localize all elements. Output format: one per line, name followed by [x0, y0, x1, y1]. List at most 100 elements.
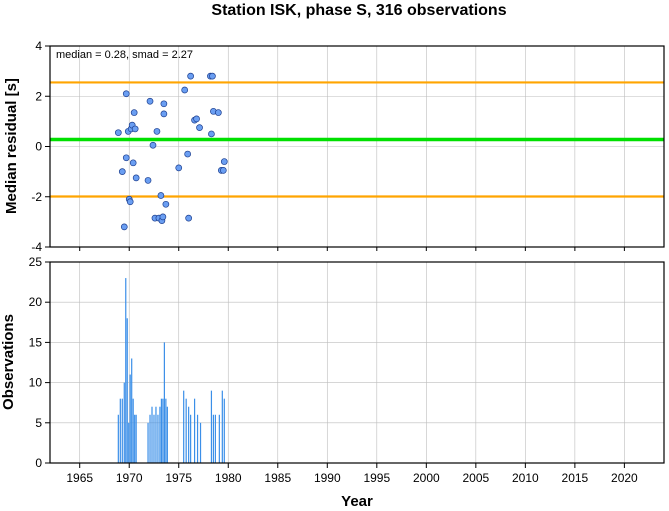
x-tick-label: 1985 [264, 471, 291, 485]
residual-point [208, 130, 215, 138]
residual-point [129, 159, 137, 167]
observations-y-axis-label: Observations [0, 314, 17, 410]
observation-bar [185, 398, 187, 463]
residual-point [181, 86, 189, 94]
residual-point [132, 174, 140, 182]
observation-bar [218, 414, 220, 463]
chart-title: Station ISK, phase S, 316 observations [211, 2, 506, 19]
observation-bar [212, 414, 215, 463]
x-tick-label: 1965 [66, 471, 93, 485]
observation-bar [165, 398, 167, 463]
residual-point [149, 141, 157, 149]
observation-bar [159, 406, 161, 463]
observation-bar [190, 414, 192, 463]
year-x-axis-label: Year [341, 493, 373, 510]
residual-point [175, 164, 183, 172]
x-tick-label: 1990 [314, 471, 341, 485]
year-x-ticks: 1965 1970 1975 1980 1985 1990 1995 2000 2005 2010… [66, 463, 638, 485]
observation-bar [162, 398, 164, 463]
x-tick-label: 2010 [512, 471, 539, 485]
observation-bar [153, 414, 155, 463]
observation-bar [210, 390, 213, 463]
residual-point [160, 110, 168, 118]
y-tick-label: 4 [35, 39, 42, 53]
observation-bar [223, 398, 225, 463]
y-tick-label: 2 [35, 89, 42, 103]
median-smad-annotation: median = 0.28, smad = 2.27 [56, 49, 193, 61]
observation-bar [163, 342, 165, 463]
residual-point [126, 198, 134, 206]
observation-bar [160, 398, 163, 463]
residual-point [118, 168, 126, 175]
residual-point [144, 177, 152, 184]
residual-point [131, 125, 139, 133]
residual-point [122, 90, 130, 98]
residual-points [114, 72, 228, 231]
residual-point [196, 124, 203, 132]
observation-bar [166, 406, 168, 463]
x-tick-label: 2005 [462, 471, 489, 485]
y-tick-label: -2 [31, 190, 42, 204]
observations-y-ticks: 0 5 10 15 20 25 [29, 255, 50, 470]
residual-y-axis-label: Median residual [s] [3, 78, 20, 214]
observation-bar [117, 414, 119, 463]
observation-bar [147, 422, 149, 463]
residual-y-ticks: -4 -2 0 2 4 [31, 39, 625, 254]
observation-bar [193, 398, 196, 463]
residual-point [159, 213, 167, 221]
x-tick-label: 1995 [363, 471, 390, 485]
observations-grid [50, 261, 664, 464]
residual-point [122, 154, 130, 162]
observation-bar [123, 382, 125, 463]
residual-point [130, 109, 138, 116]
observation-bar [155, 406, 157, 463]
observation-bar [132, 398, 134, 463]
observation-bar [128, 422, 130, 463]
residual-point [146, 97, 154, 105]
observation-bar [121, 398, 123, 463]
y-tick-label: 0 [35, 140, 42, 154]
observation-bar [221, 390, 223, 463]
residual-point [160, 100, 168, 108]
residual-point [187, 72, 194, 80]
observation-bar [119, 398, 121, 463]
residual-panel: -4 -2 0 2 4 median = 0.28, smad = 2.27 Media… [3, 39, 665, 254]
observation-bar [125, 278, 127, 463]
observation-bar [157, 414, 159, 463]
x-tick-label: 1970 [116, 471, 143, 485]
residual-point [153, 128, 161, 135]
y-tick-label: 20 [29, 295, 43, 309]
y-tick-label: -4 [31, 240, 42, 254]
observation-bar [151, 406, 153, 463]
x-tick-label: 2000 [413, 471, 440, 485]
observations-plot-frame [49, 261, 665, 464]
x-tick-label: 2020 [611, 471, 638, 485]
residual-point [215, 109, 222, 116]
y-tick-label: 5 [35, 416, 42, 430]
residual-point [193, 115, 200, 123]
observation-bar [149, 414, 151, 463]
observation-bar [214, 414, 216, 463]
observation-bar [135, 414, 137, 463]
observation-bar [196, 414, 199, 463]
residual-point [185, 214, 192, 222]
residual-point [219, 167, 227, 174]
observation-bar [188, 406, 190, 463]
residual-point [162, 200, 170, 208]
observation-bar [183, 390, 185, 463]
observation-bar [131, 358, 133, 463]
residual-grid [50, 45, 664, 248]
residual-point [157, 192, 165, 199]
residual-point [120, 223, 128, 231]
residual-point [114, 129, 122, 137]
observation-bars [117, 278, 225, 463]
observation-bar [129, 374, 131, 463]
y-tick-label: 25 [29, 255, 43, 269]
residual-point [209, 72, 216, 80]
residual-point [220, 158, 228, 165]
x-tick-label: 2015 [562, 471, 589, 485]
observations-panel: 0 5 10 15 20 25 1965 1970 1975 1980 1985 1990 1995 2… [0, 255, 665, 510]
y-tick-label: 10 [29, 376, 43, 390]
y-tick-label: 15 [29, 335, 43, 349]
